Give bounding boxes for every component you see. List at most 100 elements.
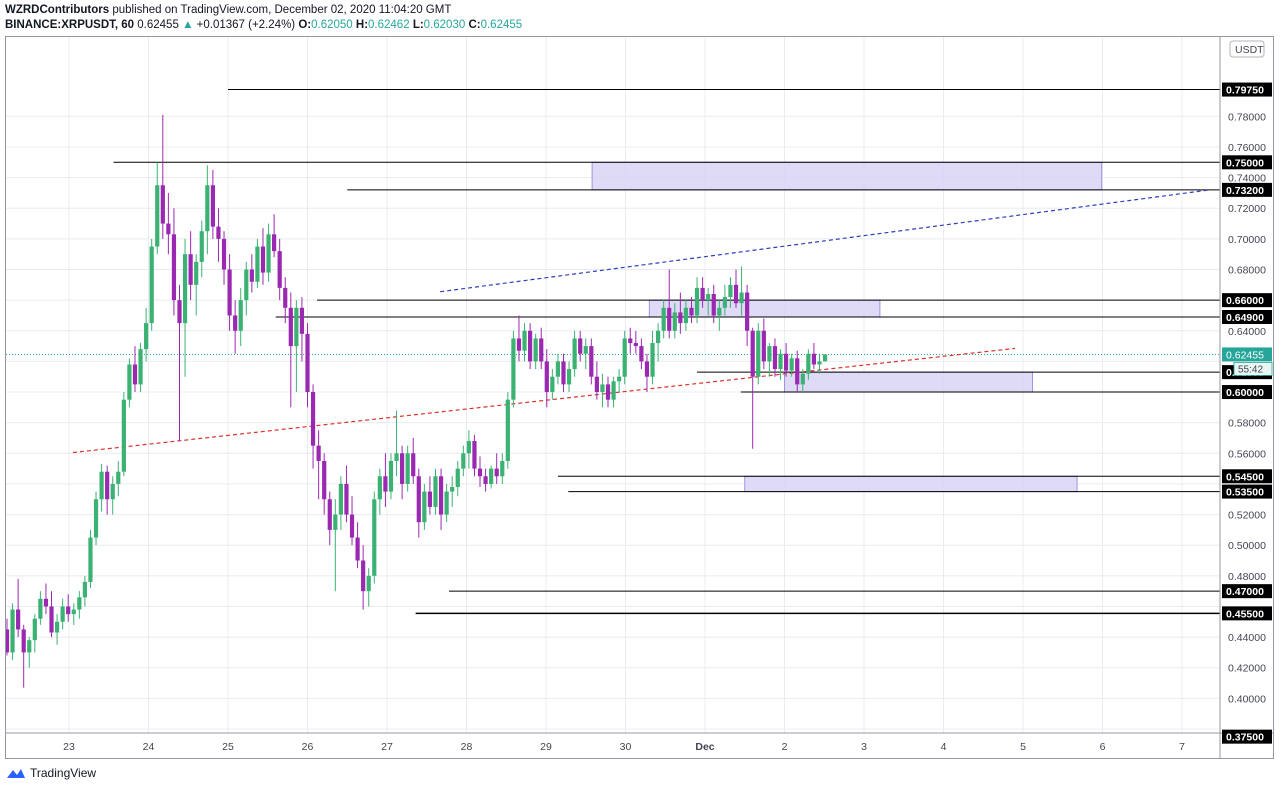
x-tick-label: 3	[861, 741, 867, 753]
y-tick-label: 0.76000	[1228, 142, 1266, 154]
level-tag-label: 0.64900	[1226, 312, 1264, 324]
candle	[27, 637, 32, 668]
level-tag-bg	[1222, 182, 1272, 197]
candle-body	[639, 346, 644, 362]
candle	[655, 323, 661, 362]
candle-body	[733, 284, 739, 304]
candle-body	[66, 606, 71, 615]
candle	[205, 165, 210, 255]
candle-body	[511, 338, 516, 400]
x-tick-label: 29	[540, 741, 552, 753]
supply-demand-zone	[591, 161, 1103, 191]
x-tick-label: 4	[941, 741, 947, 753]
candle	[327, 491, 332, 546]
candle	[394, 410, 399, 477]
candle	[817, 353, 822, 374]
footer-branding: TradingView	[6, 766, 96, 780]
candle	[667, 269, 672, 339]
candle-body	[166, 223, 171, 235]
candle-body	[32, 618, 37, 641]
candle	[60, 598, 65, 630]
candle	[260, 228, 266, 285]
candle	[511, 330, 516, 408]
candle	[372, 491, 377, 584]
y-tick-label: 0.56000	[1228, 448, 1266, 460]
candle-body	[494, 468, 499, 477]
candle-body	[550, 376, 555, 393]
candle	[38, 591, 43, 625]
candle	[500, 453, 505, 484]
candle	[182, 238, 188, 377]
candle-body	[689, 307, 694, 316]
candle	[628, 327, 633, 354]
x-tick-label: Dec	[695, 741, 714, 753]
candle	[71, 603, 76, 625]
candle	[361, 545, 366, 610]
candle-body	[461, 453, 466, 469]
candle-body	[238, 300, 243, 331]
candle-body	[783, 353, 789, 371]
level-tag-bg	[1222, 155, 1272, 170]
candle	[516, 315, 522, 362]
candle	[66, 594, 71, 622]
candle	[605, 376, 611, 408]
candle	[93, 491, 99, 546]
candle	[110, 476, 115, 515]
candle	[255, 238, 260, 288]
candle	[644, 353, 650, 393]
level-tag-label: 0.66000	[1226, 295, 1264, 307]
published-text: published on TradingView.com, December 0…	[112, 4, 452, 16]
candle-body	[366, 575, 371, 592]
countdown-label: 55:42	[1238, 364, 1263, 375]
candle	[639, 338, 644, 370]
candle	[10, 603, 15, 661]
trendline-blue	[440, 189, 1210, 293]
candle-body	[249, 269, 254, 282]
candle	[583, 338, 588, 370]
candle-body	[88, 537, 93, 582]
level-tag-label: 0.79750	[1226, 85, 1264, 97]
candle	[533, 333, 538, 370]
candle	[522, 323, 527, 362]
candle-body	[43, 598, 49, 607]
candle	[711, 284, 716, 324]
x-tick-label: 26	[302, 741, 314, 753]
x-tick-label: 2	[782, 741, 788, 753]
candle-body	[694, 287, 700, 316]
candle	[683, 300, 689, 331]
candle	[6, 618, 10, 656]
candle-body	[194, 261, 199, 285]
candle	[472, 434, 477, 477]
high-value: 0.62462	[368, 19, 410, 31]
level-tag-label: 0.53500	[1226, 487, 1264, 499]
level-tag-label: 0.37500	[1226, 732, 1264, 744]
candle-body	[822, 354, 828, 362]
candle-body	[789, 358, 794, 371]
footer-brand[interactable]: TradingView	[30, 766, 97, 780]
candle-body	[288, 307, 293, 347]
candle	[561, 353, 566, 393]
candle	[411, 437, 416, 484]
candle-body	[745, 292, 750, 331]
candle	[461, 445, 466, 477]
candle-body	[171, 234, 177, 301]
candle	[21, 624, 26, 688]
candle	[678, 292, 683, 334]
candle	[405, 445, 410, 492]
candle	[566, 361, 572, 393]
candle-body	[221, 238, 227, 270]
y-tick-label: 0.68000	[1228, 265, 1266, 277]
candle-body	[132, 364, 138, 385]
candle-body	[338, 483, 343, 515]
candle	[539, 327, 544, 370]
candle	[310, 384, 316, 469]
candle	[138, 343, 143, 393]
candle-body	[661, 307, 666, 331]
candle-body	[678, 312, 683, 324]
y-tick-label: 0.78000	[1228, 111, 1266, 123]
x-tick-label: 25	[222, 741, 234, 753]
publisher-name[interactable]: WZRDContributors	[5, 4, 110, 16]
candle-body	[722, 297, 727, 308]
level-tag-label: 0.73200	[1226, 185, 1264, 197]
